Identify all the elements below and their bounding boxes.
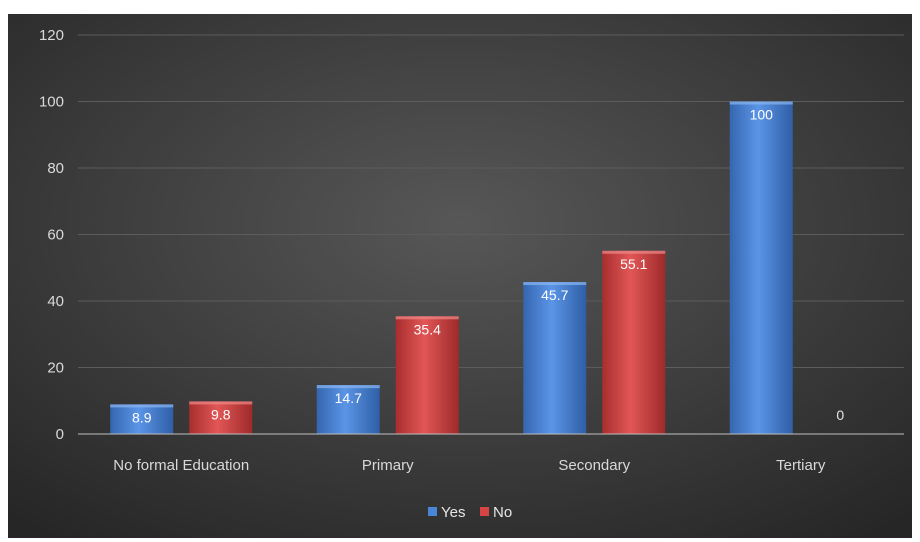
- bar-top-highlight: [316, 385, 380, 389]
- bar-top-highlight: [395, 316, 459, 320]
- bar-yes-2: [523, 282, 587, 434]
- x-tick-label: Secondary: [558, 457, 630, 474]
- bar-no-1: [395, 316, 459, 434]
- bar-yes-0: [110, 404, 174, 434]
- data-label: 9.8: [211, 406, 231, 422]
- bar-top-highlight: [110, 404, 174, 408]
- bar-top-highlight: [189, 401, 253, 405]
- y-tick-label: 120: [39, 27, 64, 44]
- legend-label-no: No: [493, 504, 512, 521]
- data-label: 55.1: [620, 256, 647, 272]
- y-tick-label: 40: [47, 293, 64, 310]
- y-tick-label: 100: [39, 94, 64, 111]
- data-labels: 8.9 9.8 14.7 35.4 45.7 55.1 100 0: [132, 107, 844, 426]
- y-tick-label: 60: [47, 227, 64, 244]
- data-label: 8.9: [132, 409, 152, 425]
- legend: Yes No: [428, 504, 512, 521]
- bar-no-0: [189, 401, 253, 434]
- data-label: 14.7: [335, 390, 362, 406]
- bar-top-highlight: [602, 250, 666, 254]
- y-axis-ticks: 0 20 40 60 80 100 120: [39, 27, 64, 443]
- data-label: 0: [836, 407, 844, 423]
- bar-yes-1: [316, 385, 380, 434]
- y-tick-label: 0: [56, 426, 64, 443]
- x-tick-label: No formal Education: [113, 457, 249, 474]
- data-label: 35.4: [414, 321, 441, 337]
- bar-top-highlight: [729, 101, 793, 105]
- x-axis-ticks: No formal Education Primary Secondary Terti…: [113, 457, 826, 474]
- bar-no-2: [602, 250, 666, 434]
- legend-swatch-no: [480, 507, 489, 516]
- bar-top-highlight: [523, 282, 587, 286]
- y-tick-label: 80: [47, 160, 64, 177]
- data-label: 100: [750, 107, 774, 123]
- chart-area: 0 20 40 60 80 100 120 8.9 9.8 14.7 35.4 45.7 55.1 10…: [8, 14, 912, 538]
- bars: [110, 101, 793, 434]
- gridlines: [78, 34, 904, 368]
- data-label: 45.7: [541, 287, 568, 303]
- bar-yes-3: [729, 101, 793, 434]
- bar-chart: 0 20 40 60 80 100 120 8.9 9.8 14.7 35.4 45.7 55.1 10…: [8, 14, 912, 538]
- legend-swatch-yes: [428, 507, 437, 516]
- x-tick-label: Tertiary: [776, 457, 826, 474]
- legend-label-yes: Yes: [441, 504, 465, 521]
- x-tick-label: Primary: [362, 457, 414, 474]
- y-tick-label: 20: [47, 360, 64, 377]
